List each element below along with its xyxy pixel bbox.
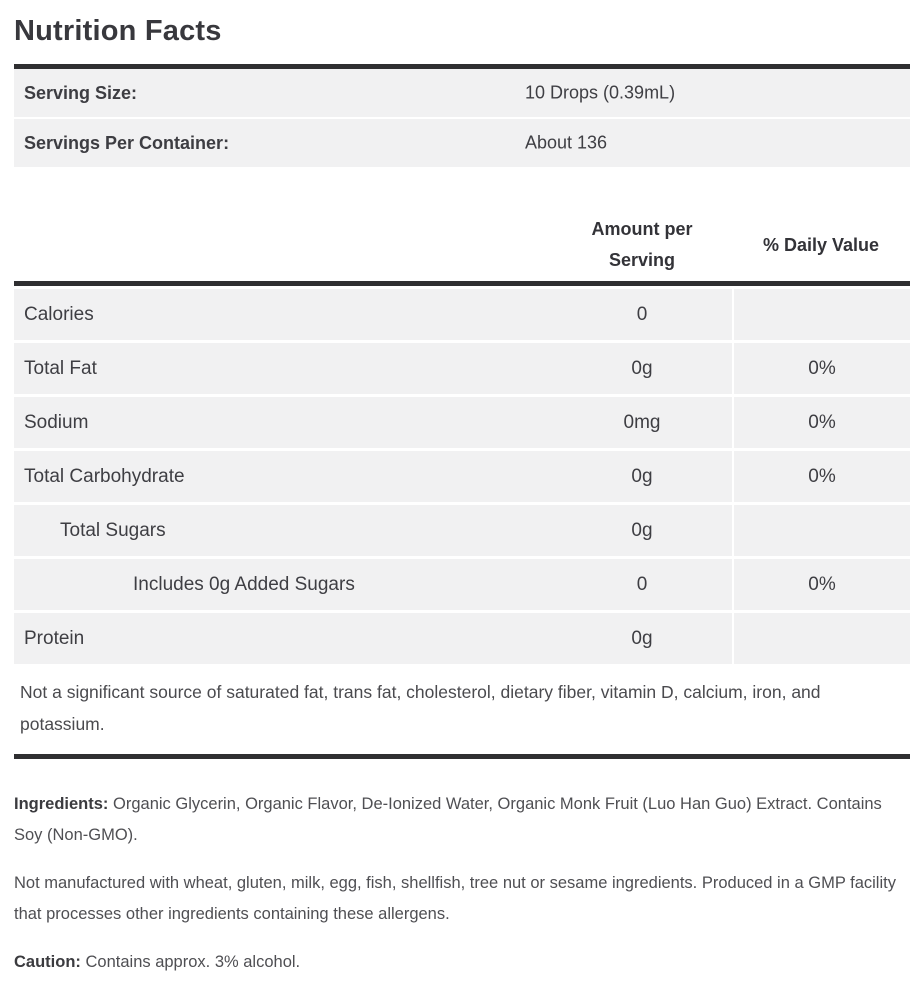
amount-value: 0g <box>631 519 653 541</box>
top-divider-bar <box>14 64 910 69</box>
nutrient-label: Protein <box>24 627 85 649</box>
amount-value: 0mg <box>623 411 661 433</box>
ingredients-paragraph: Ingredients: Organic Glycerin, Organic F… <box>14 789 910 851</box>
page-title: Nutrition Facts <box>14 15 222 47</box>
nutrient-label: Sodium <box>24 411 89 433</box>
nutrient-main-cell: Calories 0 <box>14 289 732 340</box>
daily-value <box>734 505 910 556</box>
nutrient-table: Calories 0 Total Fat 0g 0% Sodium 0mg 0%… <box>14 289 910 664</box>
table-top-divider-bar <box>14 281 910 286</box>
serving-row-label: Serving Size: <box>24 82 138 103</box>
serving-row-value: About 136 <box>525 132 608 153</box>
nutrient-main-cell: Total Carbohydrate 0g <box>14 451 732 502</box>
serving-row-value: 10 Drops (0.39mL) <box>525 82 676 103</box>
table-footnote: Not a significant source of saturated fa… <box>20 682 821 734</box>
nutrient-label: Total Fat <box>24 357 97 379</box>
amount-value: 0g <box>631 465 653 487</box>
daily-value <box>734 613 910 664</box>
nutrient-main-cell: Total Fat 0g <box>14 343 732 394</box>
nutrient-label: Total Sugars <box>60 519 166 541</box>
caution-label: Caution: <box>14 953 81 971</box>
daily-value: 0% <box>734 397 910 448</box>
nutrient-main-cell: Sodium 0mg <box>14 397 732 448</box>
nutrient-row: Includes 0g Added Sugars 0 0% <box>14 559 910 610</box>
nutrient-row: Total Sugars 0g <box>14 505 910 556</box>
nutrient-row: Total Carbohydrate 0g 0% <box>14 451 910 502</box>
serving-row-label: Servings Per Container: <box>24 132 230 153</box>
daily-value: 0% <box>734 451 910 502</box>
nutrient-label: Includes 0g Added Sugars <box>133 573 355 595</box>
amount-value: 0 <box>636 573 648 595</box>
nutrient-row: Total Fat 0g 0% <box>14 343 910 394</box>
daily-value: 0% <box>734 559 910 610</box>
bottom-divider-bar <box>14 754 910 759</box>
column-headers: Amount per Serving % Daily Value <box>14 209 910 281</box>
nutrient-main-cell: Protein 0g <box>14 613 732 664</box>
nutrient-main-cell: Total Sugars 0g <box>14 505 732 556</box>
amount-value: 0 <box>636 303 648 325</box>
allergen-paragraph: Not manufactured with wheat, gluten, mil… <box>14 874 896 923</box>
ingredients-label: Ingredients: <box>14 795 109 813</box>
amount-per-serving-label: Amount per Serving <box>591 219 693 270</box>
serving-info-row: Servings Per Container: About 136 <box>14 119 910 167</box>
nutrition-facts-panel: Nutrition Facts Serving Size: 10 Drops (… <box>14 0 910 978</box>
caution-text: Contains approx. 3% alcohol. <box>85 953 301 971</box>
daily-value <box>734 289 910 340</box>
nutrient-main-cell: Includes 0g Added Sugars 0 <box>14 559 732 610</box>
nutrient-row: Protein 0g <box>14 613 910 664</box>
nutrient-label: Calories <box>24 303 94 325</box>
serving-info-row: Serving Size: 10 Drops (0.39mL) <box>14 69 910 117</box>
ingredients-text: Organic Glycerin, Organic Flavor, De-Ion… <box>14 795 882 844</box>
amount-value: 0g <box>631 627 653 649</box>
daily-value-header: % Daily Value <box>762 234 880 255</box>
serving-info-section: Serving Size: 10 Drops (0.39mL) Servings… <box>14 69 910 167</box>
amount-per-serving-header: Amount per Serving <box>552 214 732 276</box>
nutrient-row: Sodium 0mg 0% <box>14 397 910 448</box>
caution-paragraph: Caution: Contains approx. 3% alcohol. <box>14 947 910 978</box>
daily-value: 0% <box>734 343 910 394</box>
nutrient-label: Total Carbohydrate <box>24 465 185 487</box>
amount-value: 0g <box>631 357 653 379</box>
nutrient-row: Calories 0 <box>14 289 910 340</box>
details-section: Ingredients: Organic Glycerin, Organic F… <box>14 789 910 978</box>
